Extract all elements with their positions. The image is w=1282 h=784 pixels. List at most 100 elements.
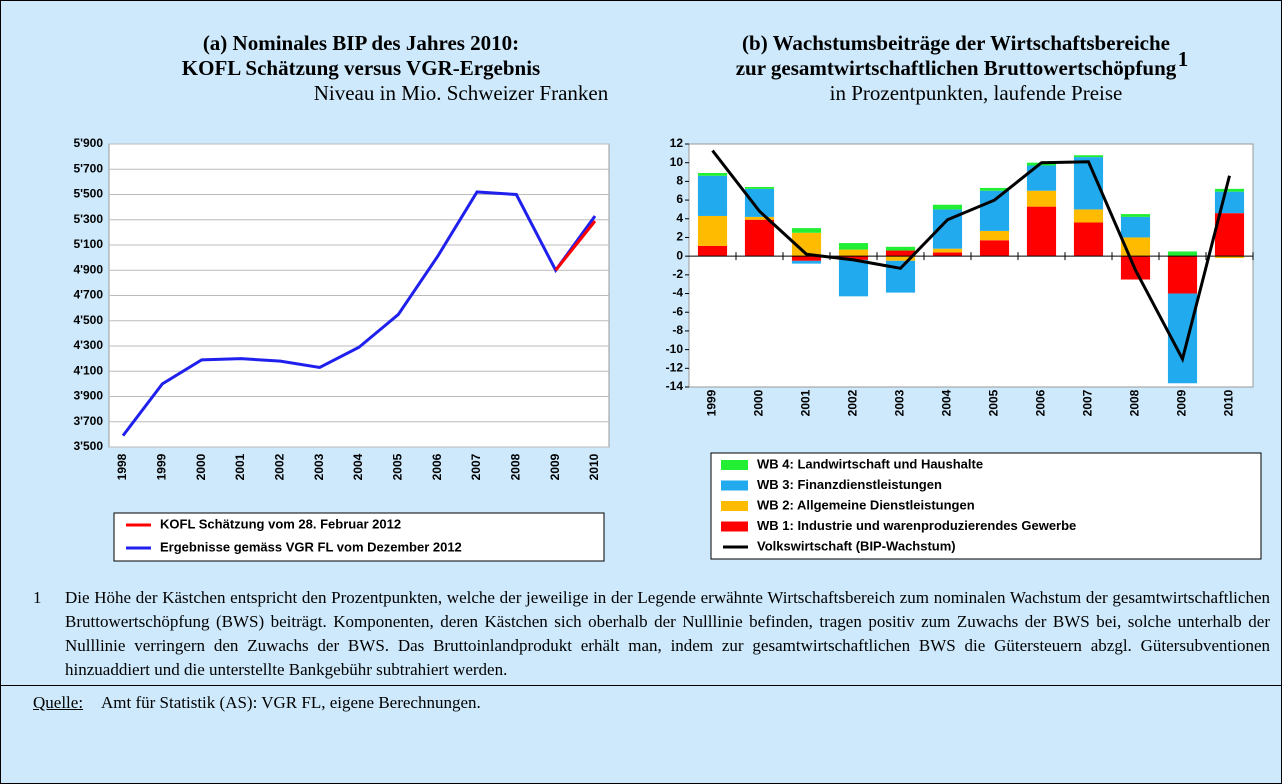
x-tick-label: 2010 bbox=[1222, 389, 1236, 416]
bar-segment bbox=[932, 248, 963, 253]
chart-subtitle: Niveau in Mio. Schweizer Franken bbox=[314, 81, 609, 105]
bar-segment bbox=[1167, 251, 1198, 257]
legend-swatch bbox=[721, 460, 748, 470]
series-line bbox=[121, 190, 597, 437]
bar-segment bbox=[1073, 222, 1104, 257]
legend-box bbox=[113, 512, 605, 562]
x-tick-label: 1999 bbox=[705, 389, 719, 416]
y-tick-label: 4 bbox=[676, 211, 683, 225]
x-tick-label: 1999 bbox=[155, 453, 169, 480]
bar-segment bbox=[1214, 256, 1245, 259]
legend-label: Ergebnisse gemäss VGR FL vom Dezember 20… bbox=[160, 539, 462, 554]
bar-segment bbox=[885, 246, 916, 251]
y-tick-label: 5'900 bbox=[73, 136, 103, 150]
legend-box bbox=[710, 452, 1262, 560]
legend-swatch bbox=[721, 501, 748, 511]
bar-segment bbox=[979, 240, 1010, 257]
bar-segment bbox=[1214, 213, 1245, 257]
bar-segment bbox=[1026, 206, 1057, 257]
x-tick-label: 1998 bbox=[115, 453, 129, 480]
y-tick-label: 5'100 bbox=[73, 237, 103, 251]
x-tick-label: 2004 bbox=[940, 389, 954, 416]
x-tick-label: 2001 bbox=[799, 389, 813, 416]
x-tick-label: 2008 bbox=[509, 453, 523, 480]
y-tick-label: 10 bbox=[670, 155, 684, 169]
bar-segment bbox=[932, 204, 963, 210]
bar-segment bbox=[744, 186, 775, 189]
footnote-text: Die Höhe der Kästchen entspricht den Pro… bbox=[65, 588, 1270, 679]
y-tick-label: 8 bbox=[676, 174, 683, 188]
legend-swatch bbox=[721, 480, 748, 491]
y-tick-label: 5'500 bbox=[73, 187, 103, 201]
y-tick-label: -2 bbox=[672, 267, 683, 281]
x-tick-label: 2002 bbox=[273, 453, 287, 480]
x-tick-label: 2004 bbox=[351, 453, 365, 480]
bar-segment bbox=[791, 256, 822, 261]
y-tick-label: 2 bbox=[676, 230, 683, 244]
y-tick-label: 4'100 bbox=[73, 363, 103, 377]
bar-segment bbox=[744, 219, 775, 257]
legend-label: WB 1: Industrie und warenproduzierendes … bbox=[757, 518, 1076, 533]
legend-label: Volkswirtschaft (BIP-Wachstum) bbox=[757, 538, 956, 553]
x-tick-label: 2008 bbox=[1128, 389, 1142, 416]
bar-segment bbox=[791, 228, 822, 233]
chart-title: zur gesamtwirtschaftlichen Bruttowertsch… bbox=[736, 56, 1177, 80]
title-note: 1 bbox=[1178, 47, 1189, 71]
y-tick-label: 5'300 bbox=[73, 212, 103, 226]
chart-title: (a) Nominales BIP des Jahres 2010: bbox=[203, 31, 519, 55]
chart-subtitle: in Prozentpunkten, laufende Preise bbox=[830, 81, 1123, 105]
bar-segment bbox=[1120, 214, 1151, 217]
y-tick-label: -12 bbox=[666, 360, 684, 374]
x-tick-label: 2009 bbox=[548, 453, 562, 480]
y-tick-label: -10 bbox=[666, 342, 684, 356]
plot-area bbox=[688, 143, 1254, 388]
y-tick-label: -8 bbox=[672, 323, 683, 337]
bar-segment bbox=[1214, 188, 1245, 192]
y-tick-label: 5'700 bbox=[73, 161, 103, 175]
bar-segment bbox=[979, 230, 1010, 241]
x-tick-label: 2003 bbox=[893, 389, 907, 416]
chart-title: (b) Wachstumsbeiträge der Wirtschaftsber… bbox=[742, 31, 1170, 55]
y-tick-label: 4'500 bbox=[73, 313, 103, 327]
y-tick-label: 0 bbox=[676, 248, 683, 262]
bar-segment bbox=[697, 215, 728, 246]
legend-label: KOFL Schätzung vom 28. Februar 2012 bbox=[160, 516, 401, 531]
x-tick-label: 2005 bbox=[391, 453, 405, 480]
legend-swatch bbox=[721, 521, 748, 532]
y-tick-label: 3'500 bbox=[73, 439, 103, 453]
y-tick-label: 4'700 bbox=[73, 288, 103, 302]
x-tick-label: 2009 bbox=[1175, 389, 1189, 416]
series-line bbox=[711, 149, 1231, 364]
bar-segment bbox=[697, 172, 728, 176]
series-line bbox=[554, 220, 597, 272]
source-text: Amt für Statistik (AS): VGR FL, eigene B… bbox=[101, 693, 481, 712]
bar-segment bbox=[1073, 155, 1104, 158]
bar-segment bbox=[791, 260, 822, 264]
separator bbox=[1, 685, 1281, 686]
y-tick-label: 4'900 bbox=[73, 262, 103, 276]
bar-segment bbox=[1026, 190, 1057, 207]
x-tick-label: 2007 bbox=[1081, 389, 1095, 416]
x-tick-label: 2001 bbox=[233, 453, 247, 480]
y-tick-label: 3'700 bbox=[73, 414, 103, 428]
y-tick-label: -4 bbox=[672, 286, 683, 300]
legend-label: WB 4: Landwirtschaft und Haushalte bbox=[757, 456, 983, 471]
y-tick-label: 4'300 bbox=[73, 338, 103, 352]
bar-segment bbox=[838, 249, 869, 257]
y-tick-label: 12 bbox=[670, 136, 684, 150]
x-tick-label: 2003 bbox=[312, 453, 326, 480]
legend-label: WB 2: Allgemeine Dienstleistungen bbox=[757, 497, 975, 512]
bar-segment bbox=[838, 259, 869, 297]
x-tick-label: 2002 bbox=[846, 389, 860, 416]
x-tick-label: 2007 bbox=[469, 453, 483, 480]
bar-segment bbox=[1120, 216, 1151, 238]
x-tick-label: 2006 bbox=[430, 453, 444, 480]
bar-segment bbox=[1167, 256, 1198, 294]
x-tick-label: 2010 bbox=[587, 453, 601, 480]
x-tick-label: 2006 bbox=[1034, 389, 1048, 416]
bar-segment bbox=[885, 256, 916, 261]
x-tick-label: 2005 bbox=[987, 389, 1001, 416]
bar-segment bbox=[697, 245, 728, 257]
